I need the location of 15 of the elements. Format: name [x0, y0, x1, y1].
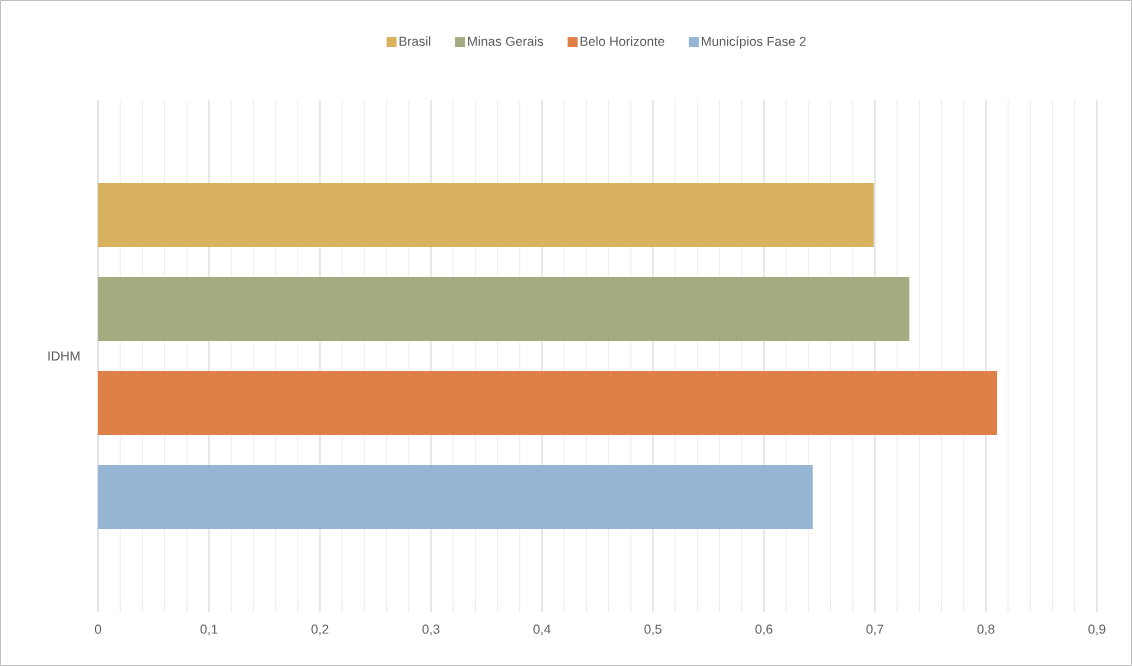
x-tick-label: 0,8 — [977, 624, 995, 636]
legend-label: Minas Gerais — [468, 36, 544, 46]
x-tick-label: 0,9 — [1088, 624, 1106, 636]
x-tick-label: 0,3 — [422, 624, 440, 636]
x-tick-label: 0,6 — [755, 624, 773, 636]
x-tick-label: 0,4 — [533, 624, 551, 636]
x-tick-label: 0 — [94, 624, 102, 634]
y-tick-label: IDHM — [48, 351, 80, 361]
x-tick-label: 0,2 — [311, 624, 329, 636]
x-tick-label: 0,1 — [200, 624, 218, 636]
x-tick-label: 0,7 — [866, 624, 884, 636]
legend-label: Belo Horizonte — [580, 36, 665, 46]
x-tick-label: 0,5 — [644, 624, 662, 636]
legend-label: Brasil — [399, 36, 431, 46]
legend-label: Municípios Fase 2 — [701, 36, 806, 49]
